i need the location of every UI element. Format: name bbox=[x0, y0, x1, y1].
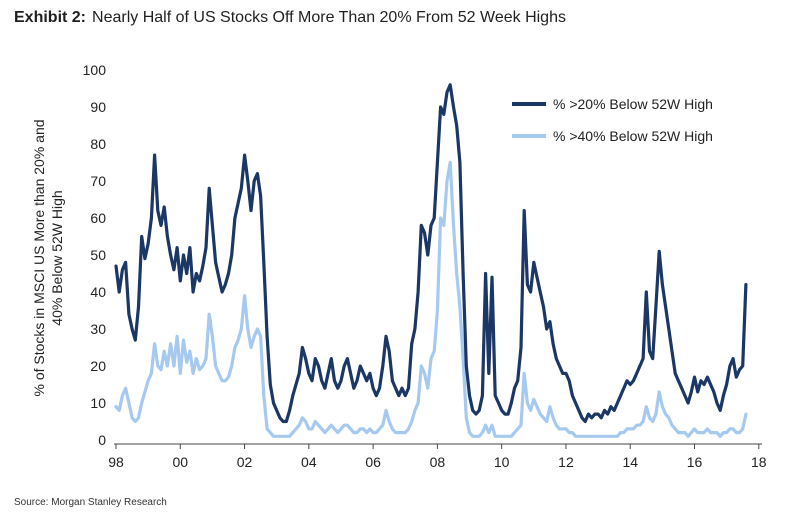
x-tick-label: 18 bbox=[751, 454, 767, 470]
y-tick-label: 30 bbox=[90, 321, 106, 337]
x-tick-label: 10 bbox=[494, 454, 510, 470]
y-axis-label-line2: 40% Below 52W High bbox=[49, 190, 65, 325]
exhibit-label: Exhibit 2: bbox=[14, 9, 87, 26]
y-tick-label: 70 bbox=[90, 173, 106, 189]
y-tick-label: 0 bbox=[98, 432, 106, 448]
series-group bbox=[114, 83, 748, 438]
y-axis-label-line1: % of Stocks in MSCI US More than 20% and bbox=[31, 119, 47, 396]
x-axis: 98 00 02 04 06 08 10 12 14 16 18 bbox=[108, 443, 767, 470]
y-tick-label: 10 bbox=[90, 395, 106, 411]
x-tick-label: 04 bbox=[301, 454, 317, 470]
legend-label-dark: % >20% Below 52W High bbox=[553, 96, 713, 112]
x-tick-label: 00 bbox=[172, 454, 188, 470]
source-note: Source: Morgan Stanley Research bbox=[14, 497, 167, 508]
y-tick-label: 20 bbox=[90, 358, 106, 374]
x-tick-label: 14 bbox=[622, 454, 638, 470]
y-axis: 0 10 20 30 40 50 60 70 80 90 100 bbox=[83, 62, 107, 448]
title-text: Nearly Half of US Stocks Off More Than 2… bbox=[92, 9, 566, 26]
x-tick-label: 06 bbox=[365, 454, 381, 470]
x-tick-label: 08 bbox=[430, 454, 446, 470]
y-tick-label: 60 bbox=[90, 210, 106, 226]
x-tick-label: 02 bbox=[237, 454, 253, 470]
legend: % >20% Below 52W High % >40% Below 52W H… bbox=[512, 96, 713, 144]
y-tick-label: 50 bbox=[90, 247, 106, 263]
series-line-20pct bbox=[114, 83, 748, 424]
x-tick-label: 98 bbox=[108, 454, 124, 470]
y-tick-label: 80 bbox=[90, 136, 106, 152]
x-tick-label: 12 bbox=[558, 454, 574, 470]
series-line-40pct bbox=[114, 160, 748, 438]
chart-title: Exhibit 2: Nearly Half of US Stocks Off M… bbox=[14, 9, 566, 27]
y-tick-label: 100 bbox=[83, 62, 107, 78]
y-tick-label: 90 bbox=[90, 99, 106, 115]
y-tick-label: 40 bbox=[90, 284, 106, 300]
x-tick-label: 16 bbox=[687, 454, 703, 470]
legend-label-light: % >40% Below 52W High bbox=[553, 128, 713, 144]
